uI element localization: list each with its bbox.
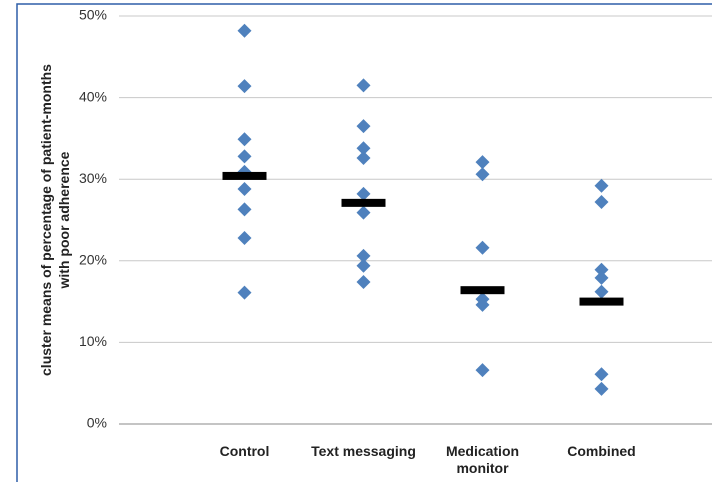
data-point xyxy=(356,119,371,134)
y-tick-label: 50% xyxy=(79,7,107,23)
mean-bar xyxy=(460,286,505,295)
data-point xyxy=(475,297,490,312)
y-tick-label: 20% xyxy=(79,252,107,268)
mean-bar xyxy=(222,171,267,180)
x-tick-label: Medication monitor xyxy=(445,443,520,476)
data-point xyxy=(237,285,252,300)
y-tick-label: 30% xyxy=(79,170,107,186)
data-point xyxy=(356,186,371,201)
data-point xyxy=(475,240,490,255)
data-point xyxy=(594,381,609,396)
frame xyxy=(16,3,712,482)
data-point xyxy=(594,270,609,285)
mean-bar xyxy=(341,198,386,207)
mean-bar xyxy=(579,297,624,306)
data-point xyxy=(356,248,371,263)
x-tick-label: Control xyxy=(219,443,270,459)
data-point xyxy=(237,230,252,245)
data-point xyxy=(475,167,490,182)
x-tick-label: Text messaging xyxy=(311,443,416,459)
y-tick-label: 40% xyxy=(79,88,107,104)
y-tick-label: 10% xyxy=(79,333,107,349)
x-tick-label: Combined xyxy=(567,443,636,459)
data-point xyxy=(237,149,252,164)
data-point xyxy=(594,367,609,382)
data-point xyxy=(475,155,490,170)
data-point xyxy=(237,23,252,38)
y-axis-label: cluster means of percentage of patient-m… xyxy=(38,64,72,376)
data-point xyxy=(475,363,490,378)
data-point xyxy=(237,79,252,94)
data-point xyxy=(594,284,609,299)
y-tick-label: 0% xyxy=(87,415,107,431)
data-point xyxy=(356,141,371,156)
data-point xyxy=(356,78,371,93)
data-point xyxy=(594,178,609,193)
data-point xyxy=(237,132,252,147)
data-point xyxy=(594,262,609,277)
data-point xyxy=(237,181,252,196)
data-point xyxy=(356,258,371,273)
data-point xyxy=(594,195,609,210)
data-point xyxy=(356,205,371,220)
data-point xyxy=(356,275,371,290)
data-point xyxy=(237,202,252,217)
data-point xyxy=(356,150,371,165)
